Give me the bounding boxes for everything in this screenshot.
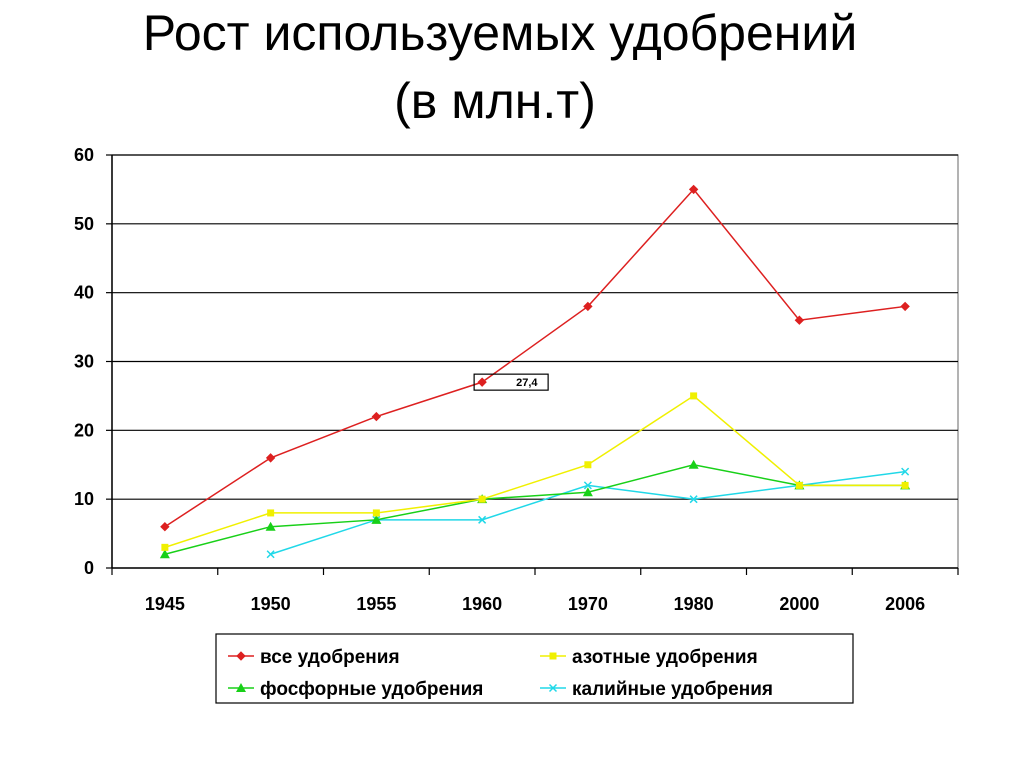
data-point (584, 461, 592, 469)
legend-label: все удобрения (260, 647, 400, 668)
data-point (690, 392, 698, 400)
y-tick-label: 20 (74, 420, 94, 440)
data-point (266, 550, 275, 559)
x-tick-label: 1955 (356, 594, 396, 614)
x-tick-label: 1960 (462, 594, 502, 614)
data-point (371, 411, 382, 422)
data-point (583, 301, 593, 312)
chart-subtitle: (в млн.т) (394, 73, 596, 129)
data-point (371, 514, 382, 524)
y-tick-label: 50 (74, 214, 94, 234)
data-point (900, 301, 910, 312)
x-tick-label: 1970 (568, 594, 608, 614)
chart-title: Рост используемых удобрений (142, 5, 858, 61)
series-line (164, 394, 906, 549)
legend-marker (549, 652, 557, 660)
legend-item: азотные удобрения (540, 647, 758, 668)
marker-stroke (689, 495, 698, 504)
data-point (688, 459, 699, 469)
data-point (267, 509, 275, 517)
data-point (372, 509, 380, 517)
data-point (688, 184, 699, 195)
data-label-box (473, 373, 549, 391)
data-point (265, 521, 276, 531)
x-tick-label: 2006 (885, 594, 925, 614)
x-tick-label: 1945 (145, 594, 185, 614)
y-tick-label: 30 (74, 352, 94, 372)
legend-marker (236, 683, 246, 692)
legend: все удобрения азотные удобрения фосфорные … (215, 633, 854, 704)
legend-item: все удобрения (228, 647, 400, 668)
marker-stroke (901, 467, 910, 476)
legend-marker (548, 683, 558, 693)
data-point (265, 453, 276, 463)
data-point (689, 495, 698, 504)
marker-stroke (548, 683, 558, 693)
y-tick-label: 60 (74, 145, 94, 165)
x-tick-label: 1980 (674, 594, 714, 614)
data-point (477, 377, 487, 387)
series-line (164, 188, 906, 528)
data-point (478, 515, 487, 524)
data-point (159, 549, 170, 559)
y-tick-label: 10 (74, 489, 94, 509)
marker-stroke (583, 481, 592, 490)
legend-label: калийные удобрения (572, 679, 773, 700)
data-point (160, 521, 170, 532)
y-tick-label: 0 (84, 558, 94, 578)
legend-item: фосфорные удобрения (228, 679, 483, 700)
data-label: 27,4 (516, 377, 538, 389)
legend-box (215, 633, 854, 704)
legend-label: азотные удобрения (572, 647, 758, 668)
marker-stroke (478, 515, 487, 524)
marker-stroke (266, 550, 275, 559)
data-point (161, 543, 169, 551)
data-point (583, 481, 592, 490)
data-point (901, 481, 909, 489)
data-point (794, 315, 805, 325)
x-tick-label: 2000 (779, 594, 819, 614)
legend-item: калийные удобрения (540, 679, 773, 700)
legend-marker (236, 651, 246, 661)
series-line (164, 463, 906, 555)
legend-label: фосфорные удобрения (260, 679, 483, 700)
data-point (478, 495, 486, 503)
data-point (901, 467, 910, 476)
series-2 (161, 392, 909, 551)
y-tick-label: 40 (74, 283, 94, 303)
x-tick-label: 1950 (251, 594, 291, 614)
series-1 (160, 184, 910, 532)
data-point (582, 487, 593, 497)
data-point (795, 481, 803, 489)
